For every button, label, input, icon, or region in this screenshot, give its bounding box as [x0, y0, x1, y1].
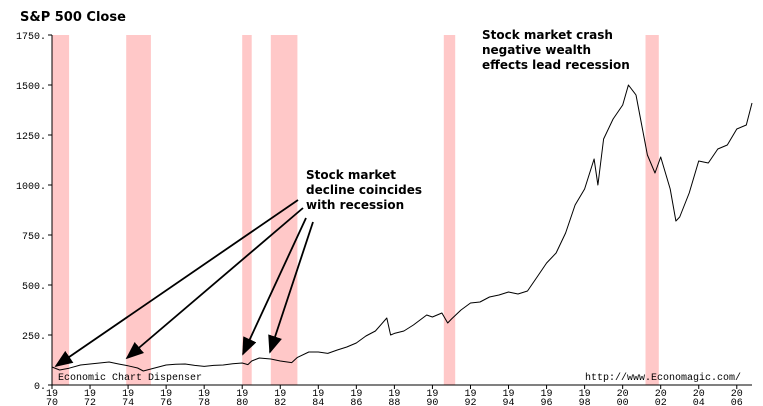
- annotation-arrow: [54, 199, 299, 368]
- recession-band-5: [443, 35, 456, 385]
- y-tick-label: 0.: [34, 382, 46, 393]
- x-tick-label-top: 19: [46, 389, 58, 400]
- annotation-arrow: [242, 217, 307, 356]
- x-tick-label-top: 19: [84, 389, 96, 400]
- x-tick-label-top: 19: [312, 389, 324, 400]
- x-tick-label-top: 19: [541, 389, 553, 400]
- x-tick-label-bottom: 84: [312, 398, 324, 406]
- y-tick-label: 750.: [22, 232, 46, 243]
- x-tick-label-top: 19: [198, 389, 210, 400]
- x-tick-label-bottom: 00: [617, 398, 629, 406]
- x-tick-label-bottom: 96: [541, 398, 553, 406]
- recession-bands: [52, 35, 659, 385]
- x-tick-label-bottom: 86: [350, 398, 362, 406]
- y-tick-label: 250.: [22, 332, 46, 343]
- credit-left: Economic Chart Dispenser: [58, 372, 202, 384]
- x-tick-label-bottom: 72: [84, 398, 96, 406]
- series-layer: [51, 84, 753, 372]
- annotation-crash-line-1: Stock market crash: [482, 28, 613, 42]
- x-tick-label-top: 19: [160, 389, 172, 400]
- x-tick-label-bottom: 04: [693, 398, 705, 406]
- x-tick-label-bottom: 94: [503, 398, 515, 406]
- x-tick-label-bottom: 90: [426, 398, 438, 406]
- annotation-decline-line-3: with recession: [306, 198, 404, 212]
- x-tick-label-top: 19: [388, 389, 400, 400]
- annotation-decline-line-1: Stock market: [306, 168, 396, 182]
- annotation-crash-line-3: effects lead recession: [482, 58, 630, 72]
- x-tick-label-bottom: 80: [236, 398, 248, 406]
- x-tick-label-top: 19: [236, 389, 248, 400]
- recession-band-6: [645, 35, 659, 385]
- annotation-arrows: [54, 199, 314, 368]
- sp500-close-line: [51, 84, 753, 372]
- x-tick-label-top: 19: [350, 389, 362, 400]
- annotation-crash-line-2: negative wealth: [482, 43, 591, 57]
- x-tick-label-bottom: 76: [160, 398, 172, 406]
- x-tick-label-bottom: 70: [46, 398, 58, 406]
- x-tick-label-top: 19: [464, 389, 476, 400]
- x-tick-label-top: 20: [731, 389, 743, 400]
- annotation-arrow: [125, 207, 304, 360]
- tick-labels: 0.250.500.750.1000.1250.1500.1750.197019…: [16, 32, 743, 406]
- x-tick-label-top: 19: [274, 389, 286, 400]
- credit-right: http://www.Economagic.com/: [585, 372, 741, 384]
- x-tick-label-top: 20: [617, 389, 629, 400]
- x-tick-label-top: 20: [655, 389, 667, 400]
- x-tick-label-bottom: 92: [464, 398, 476, 406]
- x-tick-label-top: 19: [503, 389, 515, 400]
- y-tick-label: 1000.: [16, 182, 46, 193]
- x-tick-label-bottom: 82: [274, 398, 286, 406]
- recession-band-2: [126, 35, 151, 385]
- recession-band-1: [52, 35, 70, 385]
- x-tick-label-bottom: 74: [122, 398, 134, 406]
- x-tick-label-top: 20: [693, 389, 705, 400]
- y-tick-label: 500.: [22, 282, 46, 293]
- x-tick-label-bottom: 06: [731, 398, 743, 406]
- recession-band-3: [242, 35, 252, 385]
- annotation-arrow: [268, 221, 314, 354]
- y-tick-label: 1250.: [16, 132, 46, 143]
- annotation-decline-line-2: decline coincides: [306, 183, 422, 197]
- x-tick-label-top: 19: [122, 389, 134, 400]
- x-tick-label-bottom: 02: [655, 398, 667, 406]
- x-tick-label-top: 19: [579, 389, 591, 400]
- y-tick-label: 1750.: [16, 32, 46, 43]
- x-tick-label-top: 19: [426, 389, 438, 400]
- x-tick-label-bottom: 98: [579, 398, 591, 406]
- chart-title: S&P 500 Close: [20, 10, 126, 25]
- x-tick-label-bottom: 78: [198, 398, 210, 406]
- y-tick-label: 1500.: [16, 82, 46, 93]
- axes: [51, 35, 752, 386]
- x-tick-label-bottom: 88: [388, 398, 400, 406]
